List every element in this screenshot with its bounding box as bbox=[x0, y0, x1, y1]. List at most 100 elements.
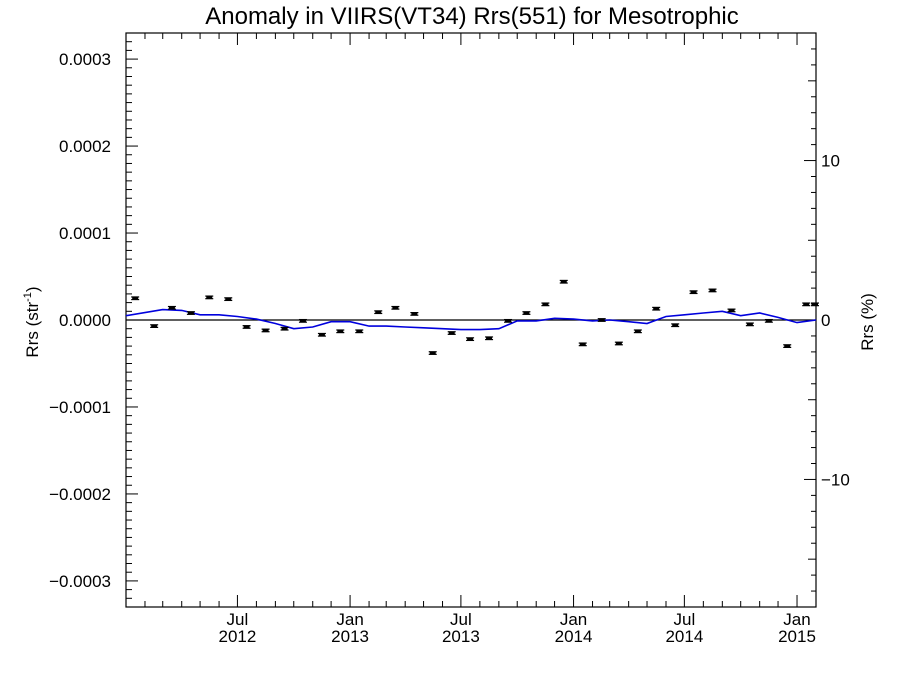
point-marker bbox=[690, 290, 697, 294]
data-point bbox=[428, 351, 437, 355]
data-point bbox=[727, 308, 736, 313]
data-point bbox=[298, 318, 307, 323]
point-marker bbox=[579, 343, 586, 346]
point-marker bbox=[784, 344, 791, 348]
data-point bbox=[522, 311, 531, 315]
data-point bbox=[541, 302, 550, 307]
y-tick-label: −0.0002 bbox=[49, 485, 111, 504]
data-point bbox=[280, 326, 289, 331]
point-marker bbox=[337, 330, 344, 333]
point-marker bbox=[709, 289, 716, 292]
point-marker bbox=[429, 351, 436, 355]
point-marker bbox=[132, 297, 139, 300]
point-marker bbox=[803, 303, 810, 306]
point-marker bbox=[318, 333, 325, 336]
point-marker bbox=[243, 325, 250, 329]
point-marker bbox=[281, 327, 288, 330]
y-tick-label: −0.0001 bbox=[49, 398, 111, 417]
point-marker bbox=[206, 296, 213, 299]
point-marker bbox=[765, 319, 772, 323]
anomaly-points-series bbox=[131, 279, 819, 355]
data-point bbox=[485, 336, 494, 341]
y2-axis-label: Rrs (%) bbox=[858, 293, 877, 351]
y-tick-label: −0.0003 bbox=[49, 572, 111, 591]
data-point bbox=[689, 290, 698, 295]
point-marker bbox=[187, 311, 194, 315]
point-marker bbox=[467, 337, 474, 341]
x-tick-label-year: 2012 bbox=[219, 627, 257, 646]
y-axis-ticks: −0.0003 −0.0002 −0.0001 0.0000 0.0001 0.0002 0… bbox=[49, 32, 138, 608]
data-point bbox=[167, 305, 176, 310]
x-tick-label-year: 2013 bbox=[331, 627, 369, 646]
data-point bbox=[597, 318, 606, 322]
point-marker bbox=[672, 324, 679, 327]
data-point bbox=[410, 312, 419, 316]
x-tick-label-month: Jan bbox=[336, 610, 363, 629]
point-marker bbox=[299, 319, 306, 323]
point-marker bbox=[746, 323, 753, 326]
y-tick-label: 0.0000 bbox=[59, 311, 111, 330]
x-tick-label-month: Jul bbox=[227, 610, 249, 629]
point-marker bbox=[615, 342, 622, 345]
point-marker bbox=[411, 312, 418, 316]
point-marker bbox=[262, 329, 269, 332]
data-point bbox=[447, 331, 456, 335]
data-point bbox=[336, 329, 345, 334]
x-axis-ticks: Jul2012Jan2013Jul2013Jan2014Jul2014Jan20… bbox=[125, 33, 817, 646]
chart-title: Anomaly in VIIRS(VT34) Rrs(551) for Meso… bbox=[205, 3, 739, 30]
y-tick-label: 0.0002 bbox=[59, 137, 111, 156]
data-point bbox=[811, 302, 819, 307]
data-point bbox=[391, 305, 400, 310]
y-axis-label: Rrs (str-1) bbox=[22, 286, 42, 357]
running-mean-series bbox=[125, 308, 817, 331]
point-marker bbox=[634, 330, 641, 333]
data-point bbox=[261, 328, 270, 333]
data-point bbox=[504, 318, 513, 323]
point-marker bbox=[505, 319, 512, 323]
data-point bbox=[205, 295, 214, 300]
x-tick-label-year: 2015 bbox=[778, 627, 816, 646]
data-point bbox=[186, 311, 195, 315]
x-tick-label-year: 2014 bbox=[665, 627, 703, 646]
data-point bbox=[242, 325, 251, 329]
point-marker bbox=[598, 318, 605, 322]
y2-tick-label: 0 bbox=[821, 311, 830, 330]
point-marker bbox=[168, 306, 175, 310]
data-point bbox=[671, 323, 680, 328]
data-point bbox=[578, 342, 587, 347]
point-marker bbox=[523, 311, 530, 315]
y-axis-label-close: ) bbox=[23, 286, 42, 292]
point-marker bbox=[542, 303, 549, 306]
data-point bbox=[652, 306, 661, 311]
y-axis-label-text: Rrs (str bbox=[23, 302, 42, 358]
point-marker bbox=[486, 337, 493, 340]
x-tick-label-month: Jul bbox=[450, 610, 472, 629]
y2-axis-ticks: −10 0 10 bbox=[804, 32, 850, 608]
x-tick-label-year: 2014 bbox=[555, 627, 593, 646]
x-tick-label-month: Jan bbox=[783, 610, 810, 629]
y-tick-label: 0.0003 bbox=[59, 50, 111, 69]
data-point bbox=[355, 329, 364, 334]
point-marker bbox=[375, 310, 382, 314]
y2-tick-label: −10 bbox=[821, 470, 850, 489]
data-point bbox=[708, 288, 717, 293]
data-point bbox=[745, 322, 754, 327]
data-point bbox=[317, 332, 326, 337]
x-tick-label-month: Jan bbox=[560, 610, 587, 629]
y-axis-label-superscript: -1 bbox=[22, 292, 34, 302]
data-point bbox=[224, 297, 233, 302]
data-point bbox=[559, 279, 568, 284]
series-line bbox=[125, 308, 817, 331]
data-point bbox=[614, 341, 623, 346]
data-point bbox=[764, 318, 773, 323]
point-marker bbox=[151, 324, 158, 328]
y-tick-label: 0.0001 bbox=[59, 224, 111, 243]
point-marker bbox=[812, 303, 818, 306]
point-marker bbox=[356, 330, 363, 333]
y2-tick-label: 10 bbox=[821, 152, 840, 171]
data-point bbox=[633, 329, 642, 334]
point-marker bbox=[448, 331, 455, 335]
data-point bbox=[802, 302, 811, 307]
data-point bbox=[783, 344, 792, 348]
